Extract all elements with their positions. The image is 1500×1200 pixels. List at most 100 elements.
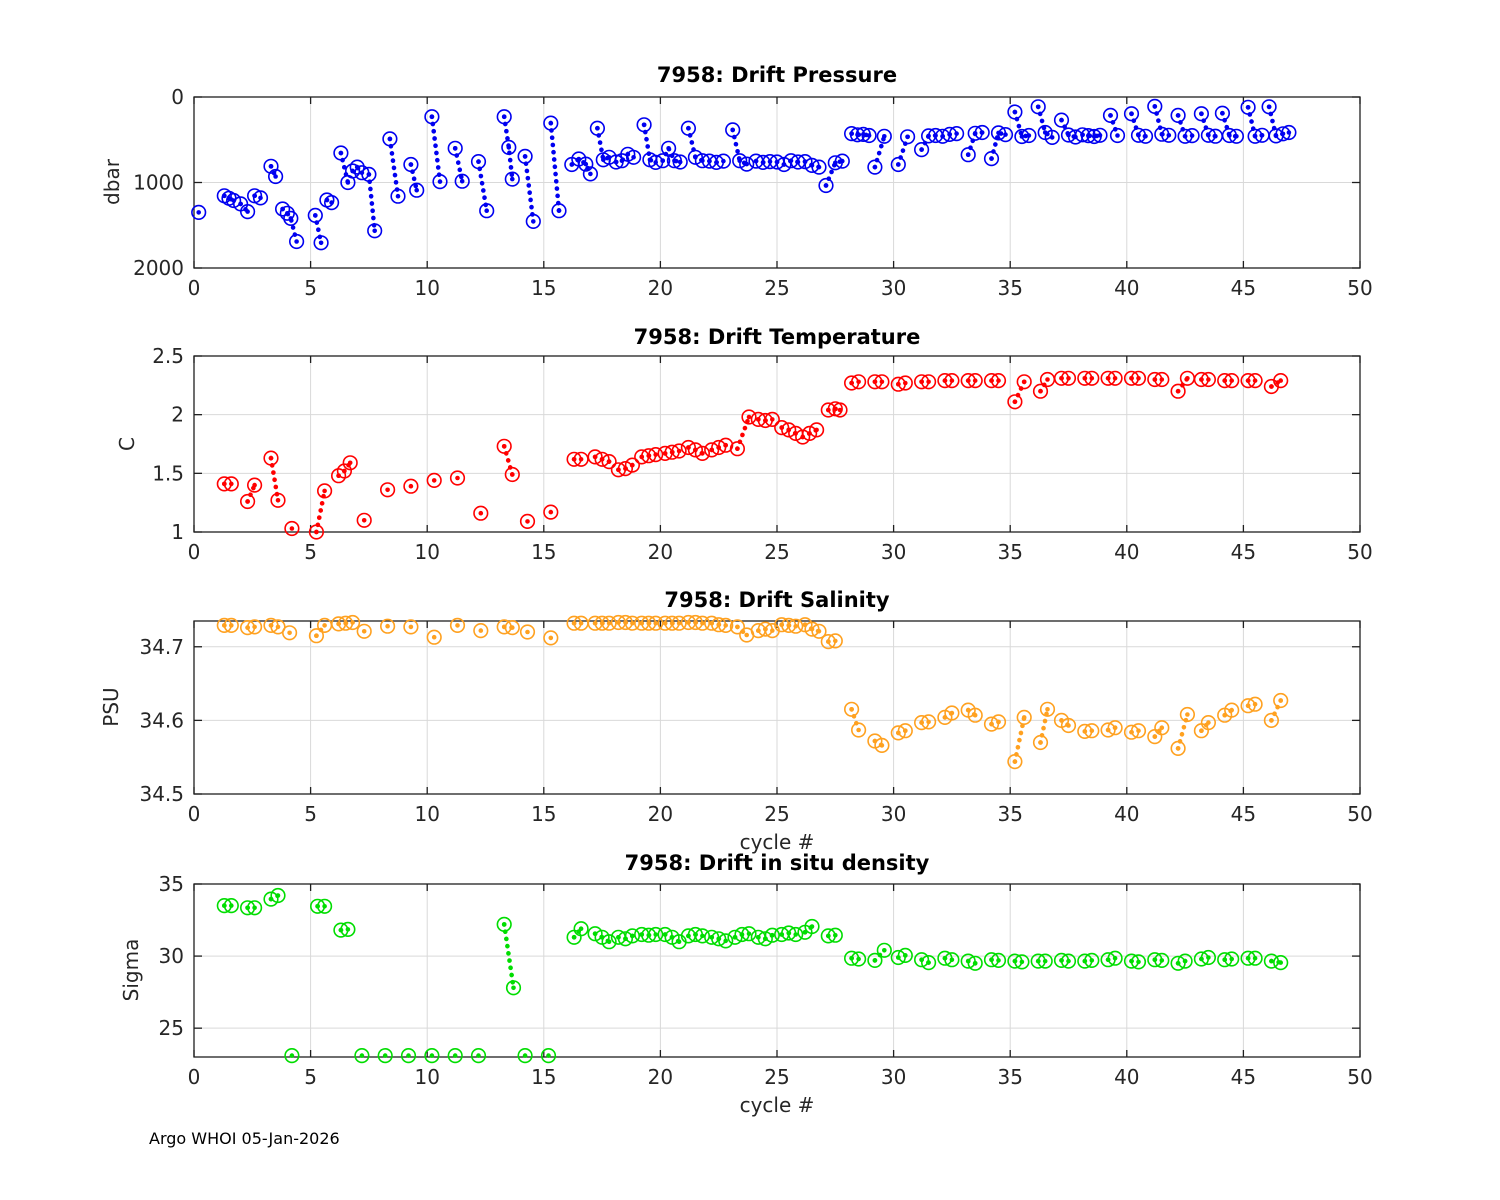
salinity-marker — [827, 633, 843, 649]
pressure-segment — [338, 150, 351, 185]
temperature-marker-dot — [606, 459, 612, 464]
density-cycle-samples — [913, 952, 937, 971]
pressure-marker — [403, 156, 419, 173]
pressure-marker-dot — [387, 136, 393, 142]
pressure-cycle-samples — [680, 120, 711, 169]
density-marker — [505, 980, 522, 996]
temperature-marker-dot — [347, 460, 353, 466]
salinity-marker — [1263, 712, 1279, 729]
density-cycle-samples — [354, 1047, 370, 1064]
salinity-marker-dot — [314, 633, 319, 638]
pressure-cycle-samples — [191, 204, 207, 220]
salinity-marker-dot — [996, 719, 1001, 725]
density-y-axis-label: Sigma — [119, 938, 143, 1002]
density-x-tick-label: 45 — [1231, 1065, 1256, 1089]
density-x-tick-label: 10 — [414, 1065, 439, 1089]
pressure-marker-dot — [1097, 133, 1103, 138]
salinity-marker — [380, 618, 396, 634]
pressure-marker-dot — [595, 125, 600, 131]
pressure-marker — [504, 171, 520, 187]
salinity-marker — [519, 624, 536, 640]
salinity-cycle-samples — [356, 623, 372, 639]
pressure-marker-dot — [882, 134, 887, 139]
temperature-cycle-samples — [1170, 370, 1195, 399]
temperature-marker-dot — [408, 483, 414, 489]
pressure-cycle-samples — [867, 128, 892, 175]
pressure-marker — [432, 174, 448, 190]
pressure-segment — [280, 206, 299, 244]
pressure-segment — [1266, 104, 1292, 139]
density-cycle-samples — [566, 921, 589, 945]
density-title: 7958: Drift in situ density — [624, 851, 930, 875]
temperature-marker-dot — [814, 427, 819, 433]
temperature-marker-dot — [837, 407, 843, 413]
salinity-cycle-samples — [1007, 709, 1032, 770]
pressure-cycle-samples — [424, 109, 448, 190]
temperature-marker-dot — [268, 455, 274, 461]
pressure-marker-dot — [1189, 133, 1195, 138]
density-cycle-samples — [1170, 953, 1193, 971]
temperature-marker-dot — [770, 417, 775, 422]
pressure-marker-dot — [313, 213, 318, 218]
temperature-cycle-samples — [308, 483, 333, 540]
pressure-segment — [1129, 111, 1148, 139]
pressure-marker-dot — [484, 208, 490, 213]
salinity-cycle-samples — [820, 633, 843, 650]
salinity-chart: 0 5 10 15 20 25 30 35 40 45 50 34.5 34.6 34.7 — [139, 614, 1373, 826]
density-marker-dot — [653, 932, 658, 937]
temperature-marker-dot — [949, 378, 955, 383]
pressure-marker — [551, 203, 567, 219]
density-marker-dot — [511, 985, 516, 991]
temperature-marker-dot — [1136, 376, 1141, 381]
salinity-marker-dot — [510, 625, 515, 630]
pressure-marker — [1137, 128, 1154, 144]
salinity-marker — [1130, 723, 1147, 739]
pressure-marker-dot — [408, 162, 414, 167]
temperature-marker-dot — [478, 510, 484, 516]
pressure-marker-dot — [686, 125, 691, 131]
salinity-cycle-samples — [1263, 692, 1289, 729]
density-marker — [1107, 950, 1123, 966]
density-marker-dot — [1019, 959, 1025, 965]
salinity-marker-dot — [361, 629, 367, 634]
temperature-marker-dot — [653, 452, 658, 457]
pressure-marker — [1007, 104, 1023, 120]
density-x-tick-label: 0 — [188, 1065, 201, 1089]
salinity-cycle-samples — [937, 705, 960, 726]
salinity-marker-dot — [408, 624, 414, 630]
density-marker — [247, 900, 263, 916]
temperature-marker-dot — [1185, 376, 1190, 381]
salinity-marker — [282, 625, 298, 641]
temperature-marker-dot — [879, 379, 885, 385]
salinity-cycle-samples — [473, 622, 489, 639]
salinity-y-tick-label: 34.6 — [139, 708, 184, 732]
salinity-marker — [1039, 701, 1056, 717]
salinity-marker — [624, 615, 641, 631]
salinity-cycle-samples — [1123, 723, 1147, 740]
pressure-cycle-samples — [701, 153, 732, 170]
density-cycle-samples — [960, 953, 983, 971]
salinity-marker-dot — [833, 638, 838, 644]
pressure-marker — [454, 173, 470, 189]
pressure-cycle-samples — [307, 207, 329, 251]
temperature-marker — [1247, 373, 1263, 389]
pressure-cycle-samples — [1030, 99, 1060, 145]
salinity-marker-dot — [1185, 712, 1190, 717]
density-marker-dot — [833, 932, 838, 938]
density-cycle-samples — [470, 1047, 487, 1064]
pressure-marker — [1123, 106, 1140, 122]
density-marker-dot — [1066, 958, 1071, 964]
density-cycle-samples — [1053, 952, 1077, 969]
temperature-cycle-samples — [496, 438, 520, 483]
temperature-cycle-samples — [867, 374, 890, 390]
density-marker-dot — [359, 1053, 365, 1058]
temperature-marker — [694, 445, 711, 462]
salinity-marker-dot — [1038, 740, 1043, 745]
pressure-cycle-samples — [913, 127, 944, 158]
temperature-x-tick-label: 45 — [1231, 540, 1256, 564]
pressure-marker-dot — [1220, 110, 1225, 116]
density-cycle-samples — [377, 1047, 393, 1064]
temperature-cycle-samples — [566, 451, 589, 467]
temperature-cycle-samples — [426, 472, 442, 489]
pressure-marker-dot — [641, 122, 647, 128]
